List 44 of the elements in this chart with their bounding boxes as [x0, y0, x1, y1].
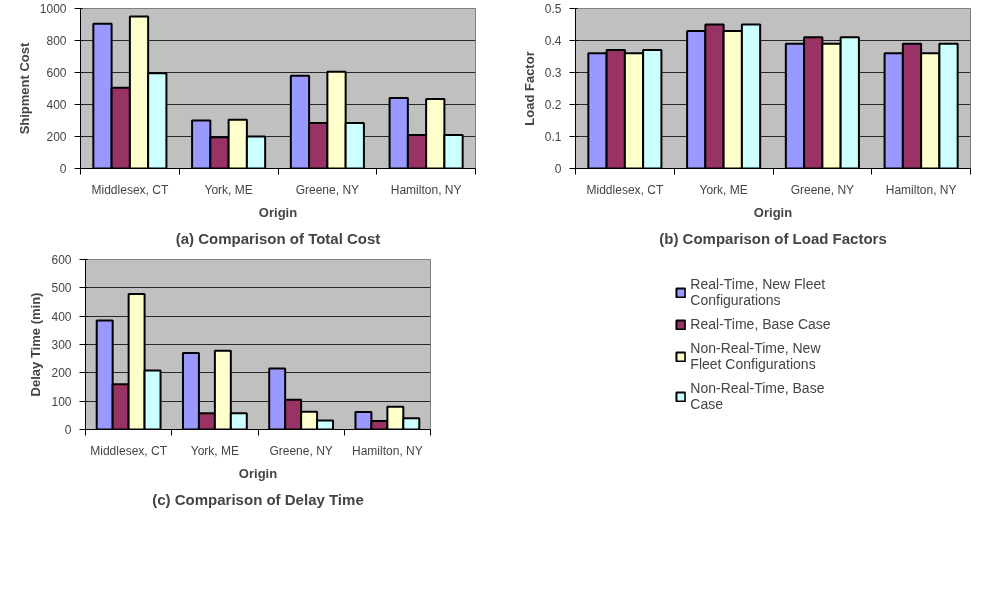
x-tick-label: York, ME [190, 443, 239, 458]
legend-label: Non-Real-Time, Base Case [690, 380, 825, 412]
x-axis-title: Origin [753, 204, 793, 220]
y-tick-label: 200 [51, 366, 72, 381]
text: (c) Comparison of Delay Time [152, 490, 364, 508]
y-axis-title: Delay Time (min) [28, 292, 44, 397]
x-tick-label: Middlesex, CT [586, 182, 664, 197]
y-tick-label: 200 [46, 130, 67, 144]
x-tick-label: Hamilton, NY [352, 443, 423, 458]
y-axis-title: Load Factor [521, 51, 537, 126]
y-tick-label: 0 [59, 162, 67, 176]
x-axis-title: Origin [258, 204, 298, 220]
text: (b) Comparison of Load Factors [659, 229, 887, 247]
y-tick-label: 0.4 [544, 34, 562, 48]
text: (a) Comparison of Total Cost [175, 229, 381, 247]
y-tick-label: 0.3 [544, 66, 562, 80]
y-tick-label: 600 [51, 253, 72, 267]
y-tick-label: 0.1 [544, 130, 562, 144]
y-tick-label: 400 [51, 309, 72, 324]
x-tick-label: York, ME [699, 182, 748, 197]
x-tick-label: Middlesex, CT [91, 182, 169, 197]
legend-label: Real-Time, Base Case [690, 316, 831, 332]
y-tick-label: 1000 [39, 2, 67, 16]
y-tick-label: 500 [51, 281, 72, 296]
y-axis-title: Shipment Cost [16, 41, 32, 135]
x-tick-label: Greene, NY [790, 182, 855, 197]
y-tick-label: 100 [51, 394, 72, 409]
x-tick-label: Middlesex, CT [90, 443, 168, 458]
x-tick-label: Hamilton, NY [885, 182, 957, 197]
y-tick-label: 300 [51, 338, 72, 352]
legend-label: Real-Time, New Fleet Configurations [690, 276, 826, 308]
y-tick-label: 0.2 [544, 98, 562, 112]
x-tick-label: Hamilton, NY [390, 182, 462, 197]
legend-label: Non-Real-Time, New Fleet Configurations [690, 340, 821, 372]
y-tick-label: 0.5 [544, 2, 562, 16]
x-axis-title: Origin [238, 465, 278, 481]
y-tick-label: 800 [46, 34, 67, 48]
y-tick-label: 0 [64, 423, 72, 437]
y-tick-label: 400 [46, 98, 67, 112]
y-tick-label: 0 [554, 162, 562, 176]
x-tick-label: Greene, NY [295, 182, 360, 197]
x-tick-label: York, ME [204, 182, 253, 197]
y-tick-label: 600 [46, 66, 67, 80]
x-tick-label: Greene, NY [269, 443, 333, 458]
